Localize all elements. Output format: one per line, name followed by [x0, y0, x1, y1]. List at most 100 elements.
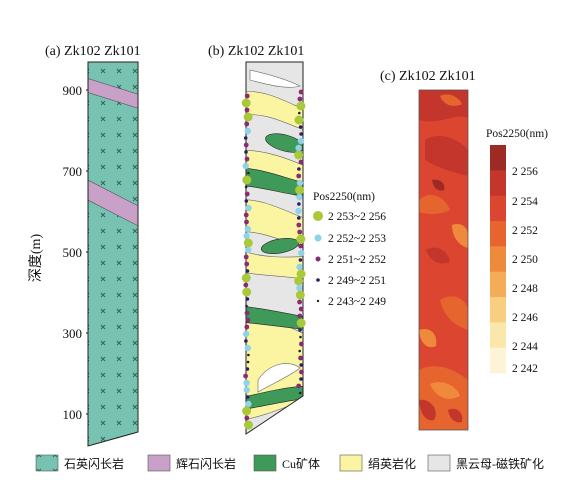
sample-point: [296, 269, 306, 279]
colorbar-label-3: 2 252: [512, 225, 538, 237]
sample-point: [243, 212, 249, 218]
colorbar: Pos2250(nm) 2 256 2 254 2 252 2 250 2 24…: [486, 128, 548, 375]
legend-item-4: 2 249~2 251: [328, 275, 386, 287]
colorbar-label-7: 2 244: [512, 341, 538, 353]
legend-swatch-pyroxene-diorite: [147, 454, 171, 472]
colorbar-title: Pos2250(nm): [486, 128, 548, 140]
sample-point: [299, 363, 304, 367]
sample-point: [244, 127, 251, 135]
legend-dot-4: [316, 278, 320, 282]
colorbar-label-2: 2 254: [512, 196, 538, 208]
legend-swatch-phyllic: [339, 454, 363, 472]
sample-point: [245, 269, 250, 273]
sample-point: [245, 395, 250, 399]
sample-point: [297, 229, 303, 235]
legend-dot-1: [313, 211, 323, 221]
panel-c-label: (c) Zk102 Zk101: [380, 69, 476, 84]
legend-swatch-quartz-diorite: [35, 454, 59, 472]
sample-point: [245, 297, 250, 301]
sample-point: [297, 299, 302, 305]
sample-point: [244, 93, 250, 99]
panel-a-section: [87, 61, 139, 447]
sample-point: [296, 284, 303, 292]
sample-point: [244, 324, 250, 330]
pos2250-sample-points: [241, 89, 306, 430]
sample-point: [295, 290, 305, 300]
legend-phyllic: 绢英岩化: [368, 456, 416, 471]
legend-dot-3: [315, 256, 321, 262]
sample-point: [298, 125, 303, 129]
panel-a-label: (a) Zk102 Zk101: [45, 44, 141, 59]
sample-point: [247, 353, 250, 357]
sample-point: [244, 150, 248, 154]
sample-point: [243, 373, 249, 379]
colorbar-block: [490, 271, 506, 298]
sample-point: [296, 101, 306, 111]
legend-dot-2: [314, 234, 322, 242]
legend-swatch-biotite-magnetite: [427, 454, 451, 472]
panel-b-section: [241, 61, 306, 435]
white-lens-top: [249, 69, 301, 88]
sample-point: [299, 341, 304, 347]
sample-point: [243, 232, 250, 240]
sample-point: [243, 254, 249, 260]
sample-point: [241, 273, 251, 283]
legend-item-1: 2 253~2 256: [328, 211, 386, 223]
sample-point: [242, 406, 252, 416]
sample-point: [298, 258, 303, 262]
sample-point: [298, 328, 302, 332]
sample-point: [298, 243, 304, 249]
sample-point: [298, 249, 305, 257]
sample-point: [296, 222, 302, 228]
sample-point: [296, 234, 306, 244]
sample-point: [245, 317, 251, 323]
sample-point: [244, 107, 250, 113]
sample-point: [297, 313, 303, 319]
legend-swatch-cu-orebody: [253, 454, 277, 472]
sample-point: [296, 173, 302, 179]
legend-item-3: 2 251~2 252: [328, 254, 386, 266]
sample-point: [294, 276, 304, 286]
sample-point: [246, 360, 250, 364]
pyroxene-diorite-band-lower: [88, 175, 138, 233]
sample-point: [243, 330, 250, 338]
sample-point: [241, 98, 251, 108]
sample-point: [244, 219, 249, 225]
white-lens: [257, 363, 301, 393]
sample-point: [244, 415, 250, 421]
cu-orebody-4: [246, 305, 303, 331]
sample-point: [243, 136, 248, 140]
phyllic-zone-1: [246, 91, 303, 133]
quartz-diorite-body: [88, 62, 138, 446]
sample-point: [294, 115, 304, 125]
sample-point: [243, 282, 249, 288]
sample-point: [244, 225, 251, 233]
sample-point: [244, 310, 250, 316]
legend-cu-orebody: Cu矿体: [282, 457, 320, 471]
sample-point: [296, 193, 303, 201]
sample-point: [244, 156, 250, 162]
colorbar-label-4: 2 250: [512, 254, 538, 266]
colorbar-label-8: 2 242: [512, 363, 538, 375]
sample-point: [244, 199, 249, 203]
sample-point: [244, 121, 250, 127]
depth-tick-900: 900: [63, 83, 83, 98]
colorbar-block: [490, 221, 506, 247]
sample-point: [298, 355, 303, 361]
phyllic-zone-4: [246, 249, 303, 281]
point-legend-title: Pos2250(nm): [313, 191, 375, 203]
sample-point: [245, 400, 252, 408]
sample-point: [297, 137, 305, 145]
depth-axis: 900 700 500 300 100: [63, 83, 91, 422]
panel-b-label: (b) Zk102 Zk101: [208, 44, 304, 59]
lithology-legend: 石英闪长岩 辉石闪长岩 Cu矿体 绢英岩化 黑云母-磁铁矿化: [35, 454, 544, 472]
sample-point: [296, 383, 302, 389]
panel-c-map: [418, 89, 469, 431]
sample-point: [295, 144, 302, 152]
colorbar-block: [490, 322, 506, 349]
depth-tick-100: 100: [63, 407, 83, 422]
depth-tick-500: 500: [63, 245, 83, 260]
sample-point: [244, 339, 248, 343]
sample-point: [297, 202, 301, 206]
